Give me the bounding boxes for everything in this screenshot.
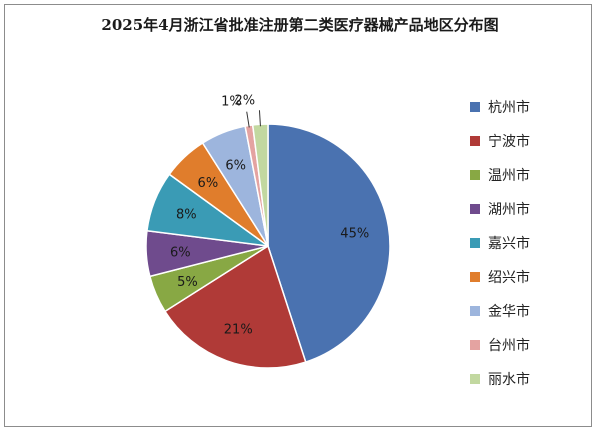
legend-item-8: 台州市 [470,328,580,362]
data-label-9: 2% [234,93,255,108]
legend-item-3: 温州市 [470,158,580,192]
legend-swatch [470,204,480,214]
legend-label: 宁波市 [488,134,530,150]
pie-slice-1 [267,123,391,363]
legend-swatch [470,170,480,180]
legend-label: 台州市 [488,338,530,354]
legend-item-1: 杭州市 [470,90,580,124]
legend-swatch [470,306,480,316]
legend-swatch [470,340,480,350]
legend-swatch [470,374,480,384]
legend-swatch [470,136,480,146]
legend-swatch [470,102,480,112]
legend-label: 温州市 [488,168,530,184]
leader-line-8 [246,111,250,128]
chart-legend: 杭州市宁波市温州市湖州市嘉兴市绍兴市金华市台州市丽水市 [470,90,580,396]
legend-item-2: 宁波市 [470,124,580,158]
data-label-7: 6% [225,158,246,173]
data-label-4: 6% [170,246,191,261]
legend-swatch [470,272,480,282]
legend-label: 绍兴市 [488,270,530,286]
legend-label: 嘉兴市 [488,236,530,252]
chart-title: 2025年4月浙江省批准注册第二类医疗器械产品地区分布图 [101,16,499,34]
legend-label: 金华市 [488,304,530,320]
legend-item-6: 绍兴市 [470,260,580,294]
data-label-1: 45% [340,226,369,241]
data-label-2: 21% [224,323,253,338]
legend-item-5: 嘉兴市 [470,226,580,260]
data-label-3: 5% [177,275,198,290]
legend-label: 杭州市 [488,100,530,116]
legend-item-4: 湖州市 [470,192,580,226]
leader-line-9 [258,110,261,127]
data-label-5: 8% [176,208,197,223]
data-label-6: 6% [198,176,219,191]
legend-label: 丽水市 [488,372,530,388]
legend-item-9: 丽水市 [470,362,580,396]
legend-swatch [470,238,480,248]
pie-slice-2 [163,244,307,369]
data-label-8: 1% [221,95,242,110]
legend-label: 湖州市 [488,202,530,218]
legend-item-7: 金华市 [470,294,580,328]
